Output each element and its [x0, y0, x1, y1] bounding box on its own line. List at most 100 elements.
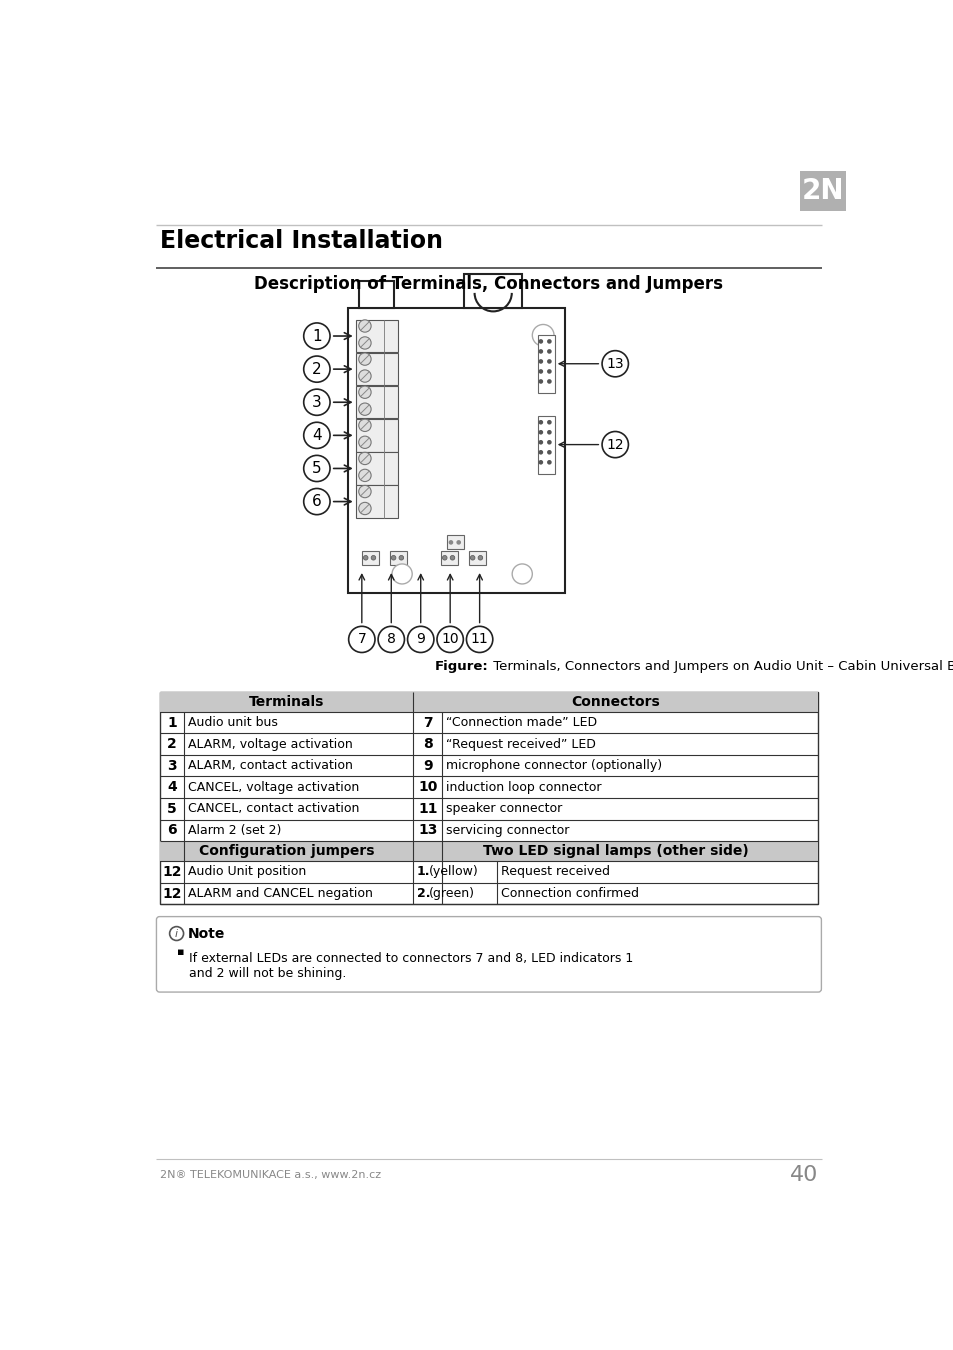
Bar — [355, 420, 397, 451]
Circle shape — [546, 420, 551, 424]
Circle shape — [358, 320, 371, 332]
Circle shape — [358, 502, 371, 514]
Bar — [355, 452, 397, 485]
Circle shape — [532, 324, 554, 346]
Bar — [390, 551, 406, 564]
Circle shape — [358, 404, 371, 416]
Circle shape — [303, 389, 330, 416]
Circle shape — [546, 339, 551, 344]
Text: Note: Note — [187, 926, 225, 941]
Circle shape — [537, 350, 542, 354]
Text: 2: 2 — [167, 737, 176, 751]
Text: 13: 13 — [417, 824, 436, 837]
Circle shape — [377, 626, 404, 652]
Text: Terminals: Terminals — [249, 695, 324, 709]
Text: 4: 4 — [167, 780, 176, 794]
Text: speaker connector: speaker connector — [446, 802, 562, 815]
Text: 8: 8 — [386, 632, 395, 647]
Circle shape — [546, 379, 551, 383]
Text: ALARM, voltage activation: ALARM, voltage activation — [188, 737, 353, 751]
Circle shape — [303, 423, 330, 448]
Bar — [159, 691, 818, 905]
Circle shape — [392, 564, 412, 585]
Text: Configuration jumpers: Configuration jumpers — [198, 844, 374, 859]
Bar — [355, 320, 397, 352]
Bar — [447, 536, 464, 549]
Text: Connection confirmed: Connection confirmed — [500, 887, 638, 900]
Circle shape — [601, 432, 628, 458]
Circle shape — [450, 555, 455, 560]
Circle shape — [442, 555, 447, 560]
Text: Alarm 2 (set 2): Alarm 2 (set 2) — [188, 824, 281, 837]
Text: 1.: 1. — [416, 865, 430, 879]
Text: 7: 7 — [357, 632, 366, 647]
Text: ▪: ▪ — [177, 946, 185, 957]
Circle shape — [537, 450, 542, 455]
Text: ALARM, contact activation: ALARM, contact activation — [188, 759, 353, 772]
Circle shape — [537, 339, 542, 344]
Circle shape — [407, 626, 434, 652]
Text: Two LED signal lamps (other side): Two LED signal lamps (other side) — [482, 844, 748, 859]
Circle shape — [358, 370, 371, 382]
FancyBboxPatch shape — [156, 917, 821, 992]
Text: If external LEDs are connected to connectors 7 and 8, LED indicators 1
and 2 wil: If external LEDs are connected to connec… — [189, 952, 633, 980]
Circle shape — [358, 336, 371, 350]
Circle shape — [358, 352, 371, 366]
Text: 12: 12 — [606, 437, 623, 452]
Circle shape — [358, 324, 380, 346]
Circle shape — [537, 369, 542, 374]
Circle shape — [537, 460, 542, 464]
Bar — [799, 171, 845, 212]
Circle shape — [391, 555, 395, 560]
Bar — [468, 551, 485, 564]
Text: Terminals, Connectors and Jumpers on Audio Unit – Cabin Universal Board: Terminals, Connectors and Jumpers on Aud… — [488, 660, 953, 674]
Circle shape — [601, 351, 628, 377]
Bar — [355, 486, 397, 518]
Circle shape — [363, 555, 368, 560]
Text: 5: 5 — [167, 802, 176, 815]
Text: 6: 6 — [312, 494, 321, 509]
Text: induction loop connector: induction loop connector — [446, 780, 601, 794]
Circle shape — [358, 436, 371, 448]
Text: Audio Unit position: Audio Unit position — [188, 865, 306, 879]
Text: 12: 12 — [162, 865, 181, 879]
Circle shape — [512, 564, 532, 585]
Circle shape — [456, 540, 460, 544]
Bar — [355, 352, 397, 385]
Text: Request received: Request received — [500, 865, 609, 879]
Circle shape — [398, 555, 403, 560]
Circle shape — [170, 926, 183, 941]
Bar — [359, 281, 394, 308]
Text: 2N® TELEKOMUNIKACE a.s., www.2n.cz: 2N® TELEKOMUNIKACE a.s., www.2n.cz — [159, 1169, 380, 1180]
Text: ALARM and CANCEL negation: ALARM and CANCEL negation — [188, 887, 373, 900]
Text: Description of Terminals, Connectors and Jumpers: Description of Terminals, Connectors and… — [254, 275, 722, 293]
Text: 11: 11 — [417, 802, 437, 815]
Text: Figure:: Figure: — [434, 660, 488, 674]
Bar — [361, 551, 378, 564]
Text: 1: 1 — [167, 716, 176, 729]
Text: CANCEL, voltage activation: CANCEL, voltage activation — [188, 780, 359, 794]
Bar — [348, 308, 564, 593]
Circle shape — [303, 455, 330, 482]
Text: (green): (green) — [428, 887, 474, 900]
Circle shape — [546, 440, 551, 444]
Circle shape — [358, 470, 371, 482]
Circle shape — [348, 626, 375, 652]
Text: 2: 2 — [312, 362, 321, 377]
Circle shape — [546, 429, 551, 435]
Circle shape — [537, 379, 542, 383]
Circle shape — [546, 450, 551, 455]
Text: “Connection made” LED: “Connection made” LED — [446, 716, 597, 729]
Text: 7: 7 — [422, 716, 432, 729]
Bar — [537, 416, 555, 474]
Bar — [159, 841, 818, 861]
Circle shape — [371, 555, 375, 560]
Text: 40: 40 — [789, 1165, 818, 1184]
Text: (yellow): (yellow) — [428, 865, 477, 879]
Text: 10: 10 — [417, 780, 436, 794]
Circle shape — [470, 555, 475, 560]
Circle shape — [477, 555, 482, 560]
Text: 5: 5 — [312, 460, 321, 477]
Circle shape — [358, 386, 371, 398]
Circle shape — [358, 420, 371, 432]
